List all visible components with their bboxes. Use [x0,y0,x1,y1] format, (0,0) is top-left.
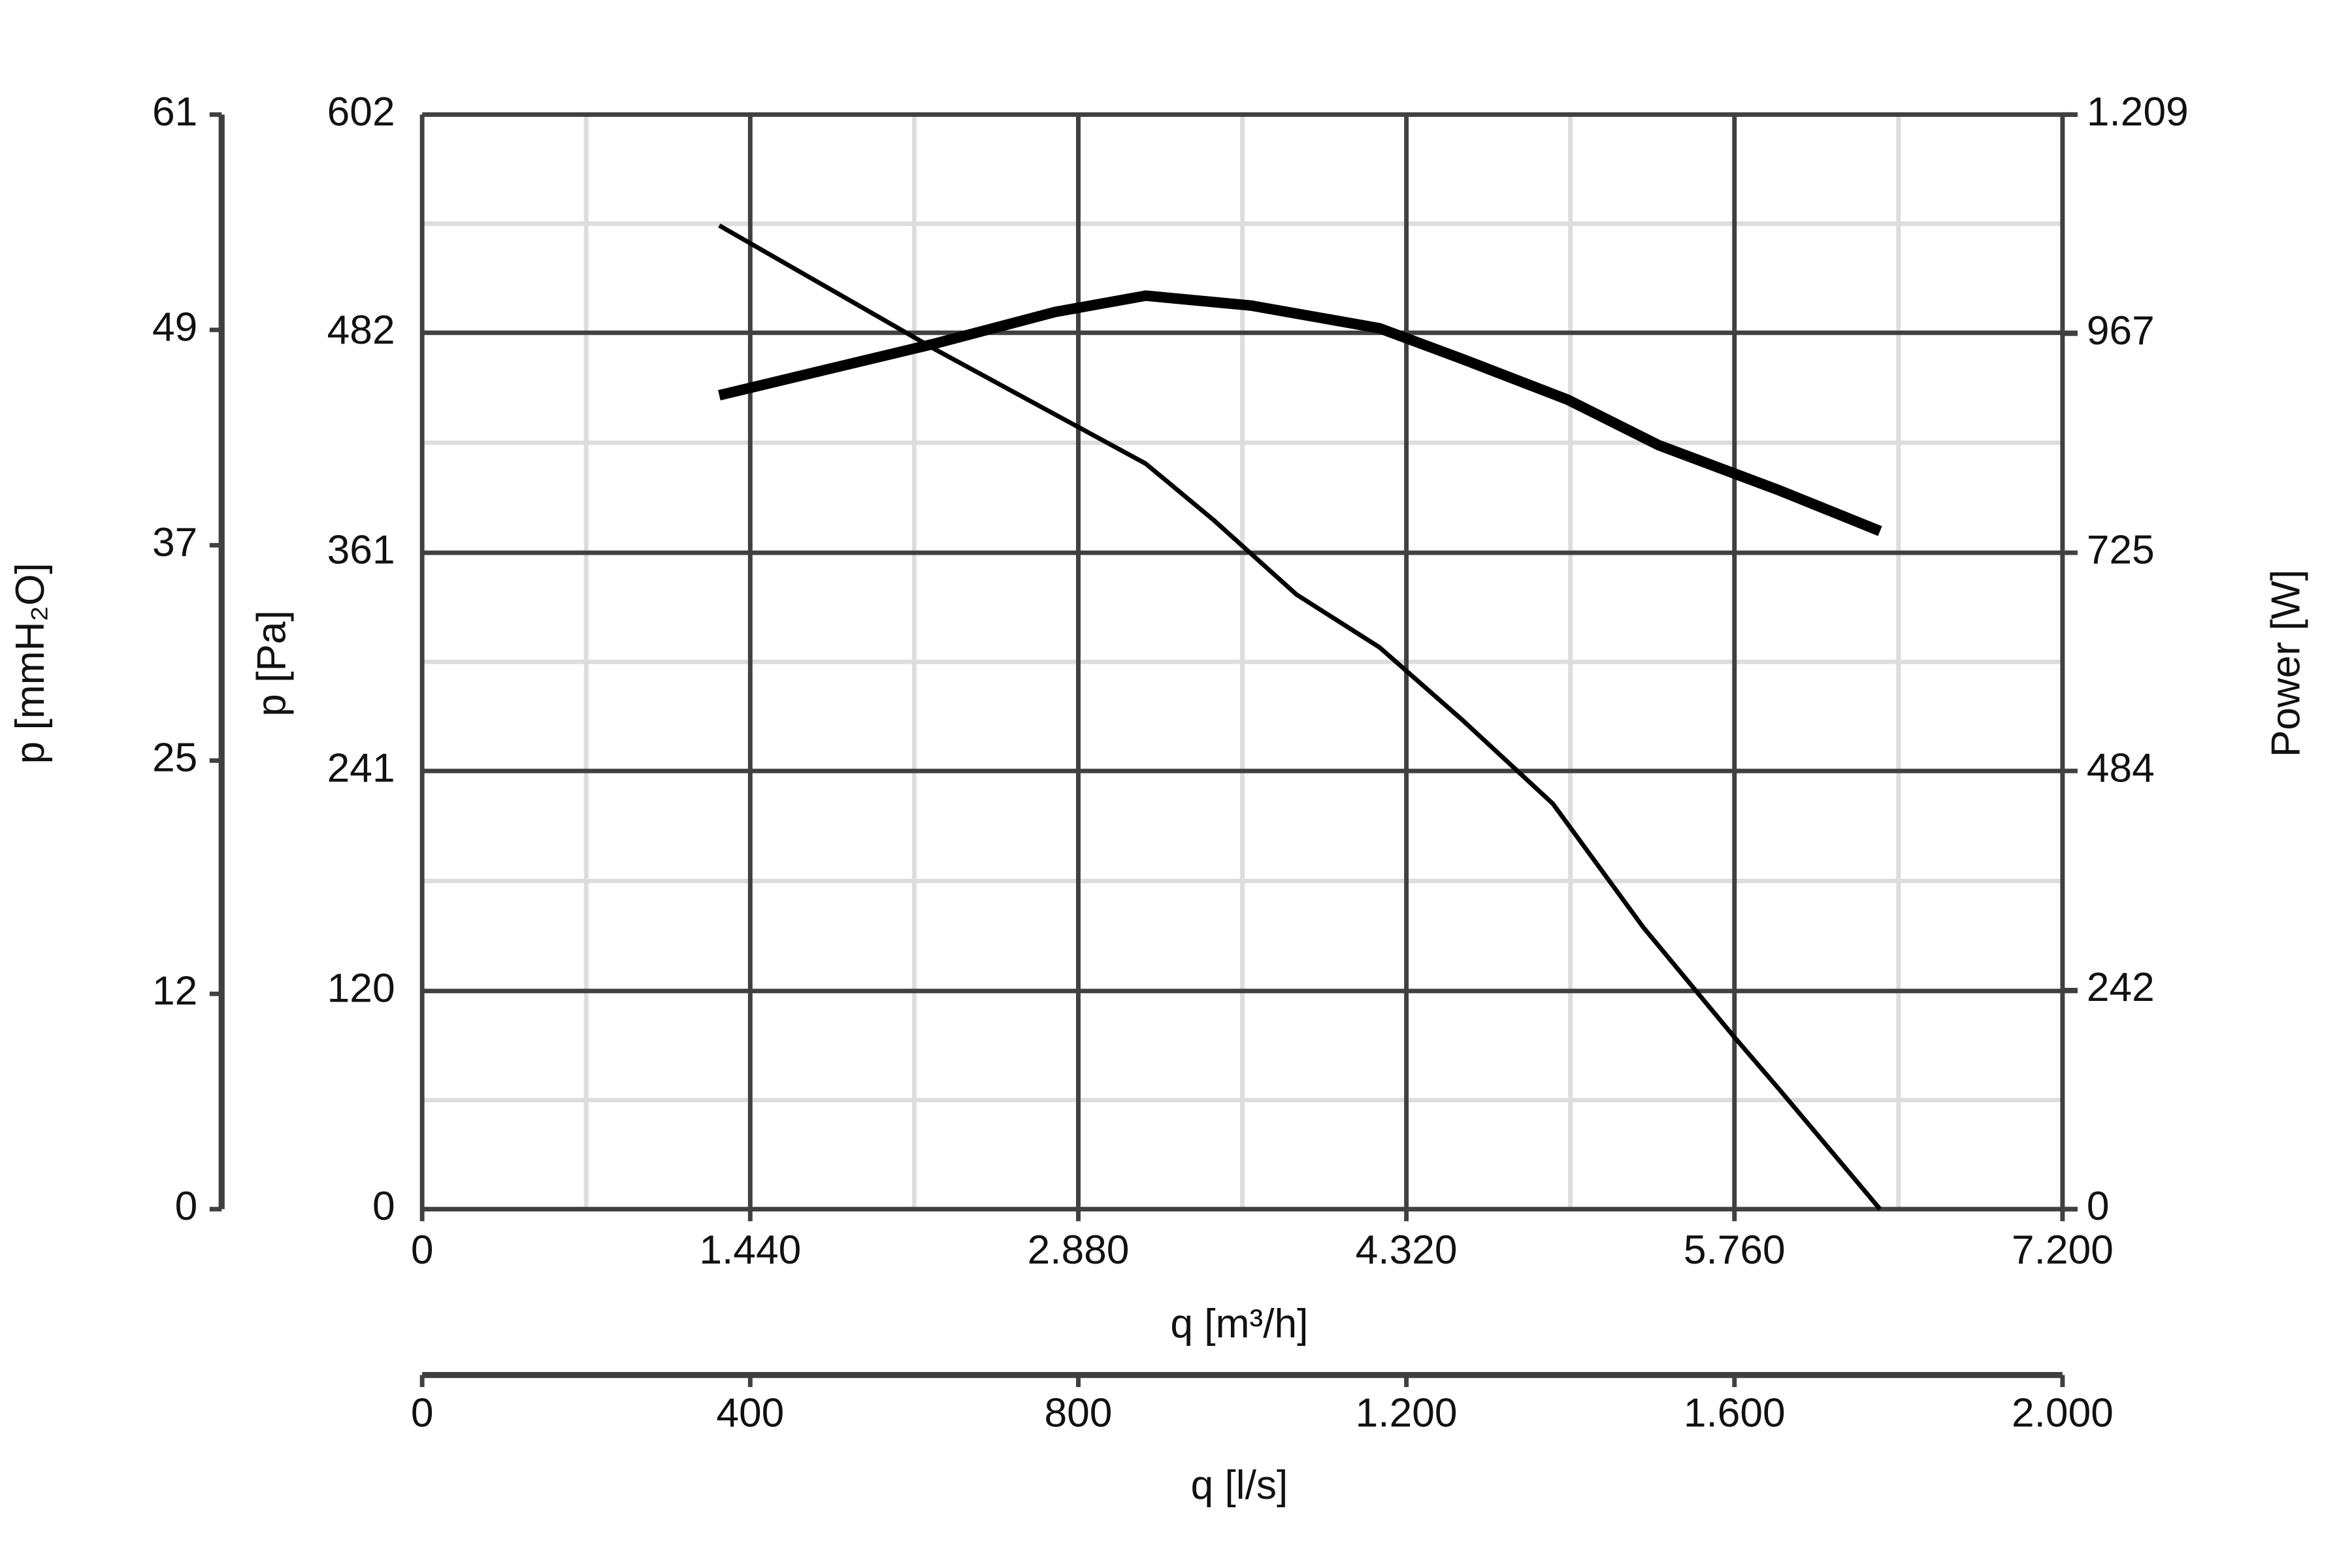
y2-tick-label: 242 [2087,965,2155,1010]
y-tick-label: 241 [327,746,395,791]
y2-tick-label: 725 [2087,528,2155,573]
x-tick-label: 5.760 [1684,1228,1786,1273]
y-tick-label: 361 [327,528,395,573]
x-axis-label: q [m³/h] [1170,1301,1308,1347]
curve [718,223,1882,1211]
x-tick-label: 2.880 [1028,1228,1130,1273]
x2-tick-label: 400 [716,1390,784,1435]
y-tick-label: 602 [327,90,395,135]
y3-tick-label: 12 [152,969,197,1014]
y3-tick-label: 25 [152,736,197,781]
x-tick-label: 7.200 [2012,1228,2114,1273]
curve [718,290,1882,536]
y2-tick-label: 1.209 [2087,90,2189,135]
y3-axis-label: p [mmH₂O] [8,563,53,764]
x-tick-label: 0 [411,1228,434,1273]
y-tick-label: 482 [327,308,395,353]
y-tick-label: 120 [327,966,395,1011]
x2-tick-label: 800 [1044,1390,1112,1435]
y3-tick-label: 37 [152,520,197,565]
x2-axis-label: q [l/s] [1190,1463,1288,1508]
y3-tick-label: 49 [152,304,197,350]
y2-tick-label: 484 [2087,746,2155,791]
y-tick-label: 0 [372,1184,395,1229]
x2-tick-label: 1.600 [1684,1390,1786,1435]
y3-tick-label: 0 [175,1184,198,1229]
x-tick-label: 1.440 [699,1228,801,1273]
y2-tick-label: 0 [2087,1184,2110,1229]
y-axis-label: p [Pa] [249,610,294,717]
y2-tick-label: 967 [2087,308,2155,353]
y2-axis-label: Power [W] [2264,570,2309,757]
x2-tick-label: 1.200 [1356,1390,1458,1435]
x2-tick-label: 0 [411,1390,434,1435]
y3-tick-label: 61 [152,90,197,135]
x2-tick-label: 2.000 [2012,1390,2114,1435]
x-tick-label: 4.320 [1356,1228,1458,1273]
